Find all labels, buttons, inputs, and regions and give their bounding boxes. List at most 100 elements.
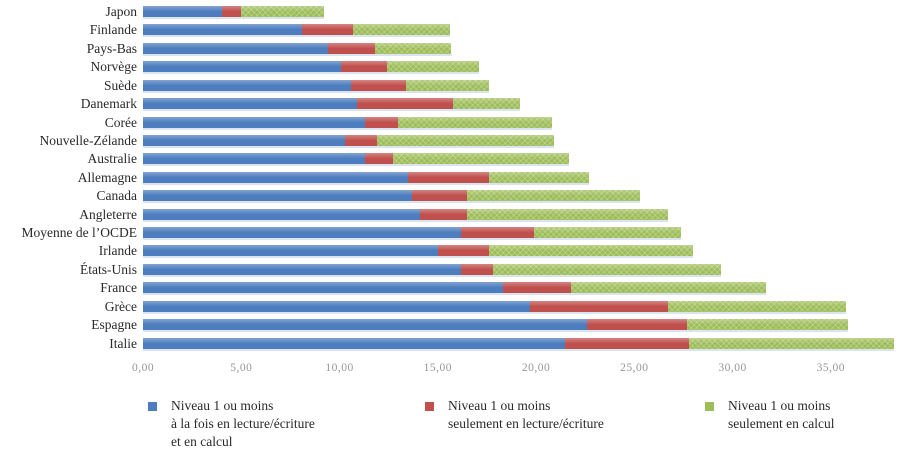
bar-segment-literacy-only [327, 42, 375, 54]
bar-segment-numeracy-only [488, 245, 694, 257]
table-row: Italie [0, 335, 913, 354]
table-row: Angleterre [0, 206, 913, 225]
category-label: Espagne [91, 317, 137, 333]
bar-segment-literacy-only [221, 6, 242, 17]
category-label: Italie [109, 335, 137, 351]
stacked-bar [143, 300, 847, 312]
table-row: Espagne [0, 316, 913, 335]
table-row: Allemagne [0, 169, 913, 188]
bar-segment-numeracy-only [386, 61, 479, 73]
bar-segment-literacy-only [341, 61, 387, 73]
bar-segment-literacy-only [587, 319, 688, 331]
bar-segment-both [143, 300, 531, 312]
stacked-bar [143, 227, 682, 239]
x-tick-label: 5,00 [230, 362, 253, 374]
category-label: Moyenne de l’OCDE [21, 225, 137, 241]
bar-segment-literacy-only [365, 116, 399, 128]
bar-segment-both [143, 245, 438, 257]
bar-segment-literacy-only [345, 134, 377, 146]
bar-segment-numeracy-only [534, 227, 682, 239]
legend-label-numeracy-only: Niveau 1 ou moins seulement en calcul [728, 398, 835, 431]
table-row: Moyenne de l’OCDE [0, 224, 913, 243]
bar-segment-numeracy-only [406, 79, 489, 91]
stacked-bar [143, 319, 849, 331]
bar-segment-both [143, 208, 421, 220]
table-row: Canada [0, 187, 913, 206]
bar-segment-both [143, 319, 588, 331]
bar-segment-numeracy-only [376, 134, 554, 146]
bar-segment-literacy-only [302, 24, 354, 36]
table-row: Norvège [0, 58, 913, 77]
bar-segment-numeracy-only [488, 171, 590, 183]
category-label: Nouvelle-Zélande [39, 132, 137, 148]
category-label: Danemark [80, 96, 137, 112]
bar-segment-literacy-only [408, 171, 489, 183]
bar-segment-literacy-only [530, 300, 668, 312]
bar-segment-both [143, 79, 352, 91]
bar-segment-literacy-only [351, 79, 407, 91]
bar-segment-numeracy-only [687, 319, 849, 331]
table-row: France [0, 279, 913, 298]
bar-segment-numeracy-only [492, 263, 721, 275]
bar-segment-numeracy-only [689, 337, 894, 349]
table-row: Corée [0, 114, 913, 133]
bar-segment-literacy-only [357, 98, 454, 110]
stacked-bar [143, 245, 694, 257]
legend-entry-literacy-only: Niveau 1 ou moins seulement en lecture/éc… [425, 397, 604, 433]
category-label: Norvège [90, 59, 137, 75]
x-tick-label: 30,00 [718, 362, 747, 374]
bar-segment-both [143, 98, 358, 110]
bar-segment-both [143, 190, 413, 202]
x-tick-label: 10,00 [325, 362, 354, 374]
bar-segment-numeracy-only [392, 153, 570, 165]
table-row: États-Unis [0, 261, 913, 280]
table-row: Australie [0, 150, 913, 169]
stacked-bar [143, 42, 452, 54]
bar-segment-both [143, 116, 366, 128]
bar-segment-both [143, 263, 462, 275]
stacked-bar [143, 153, 570, 165]
category-label: France [100, 280, 137, 296]
category-label: Finlande [89, 22, 137, 38]
category-label: Angleterre [79, 206, 137, 222]
stacked-bar [143, 6, 324, 17]
bar-segment-literacy-only [365, 153, 393, 165]
bar-segment-both [143, 337, 566, 349]
bar-segment-numeracy-only [398, 116, 552, 128]
bar-segment-literacy-only [412, 190, 468, 202]
stacked-bar [143, 208, 668, 220]
x-tick-label: 35,00 [816, 362, 845, 374]
bar-segment-numeracy-only [353, 24, 450, 36]
stacked-bar [143, 79, 489, 91]
table-row: Pays-Bas [0, 40, 913, 59]
bar-segment-both [143, 6, 222, 17]
stacked-bar [143, 171, 590, 183]
x-tick-label: 15,00 [423, 362, 452, 374]
bar-segment-literacy-only [502, 282, 572, 294]
stacked-bar [143, 98, 521, 110]
bar-segment-numeracy-only [453, 98, 521, 110]
category-label: Pays-Bas [86, 40, 137, 56]
category-label: Canada [96, 188, 137, 204]
bar-segment-numeracy-only [667, 300, 847, 312]
category-label: Australie [87, 151, 138, 167]
stacked-bar [143, 61, 479, 73]
stacked-bar [143, 134, 554, 146]
table-row: Suède [0, 77, 913, 96]
table-row: Finlande [0, 21, 913, 40]
category-label: Irlande [98, 243, 137, 259]
bar-segment-both [143, 134, 346, 146]
bar-segment-both [143, 42, 328, 54]
category-label: États-Unis [80, 261, 137, 277]
legend-entry-both: Niveau 1 ou moins à la fois en lecture/éc… [148, 397, 315, 451]
bar-segment-literacy-only [461, 263, 493, 275]
stacked-bar [143, 337, 894, 349]
stacked-bar [143, 190, 641, 202]
stacked-bar [143, 282, 766, 294]
bar-segment-literacy-only [420, 208, 468, 220]
bar-segment-literacy-only [437, 245, 489, 257]
table-row: Grèce [0, 298, 913, 317]
legend-label-literacy-only: Niveau 1 ou moins seulement en lecture/éc… [448, 398, 604, 431]
category-label: Suède [104, 77, 137, 93]
